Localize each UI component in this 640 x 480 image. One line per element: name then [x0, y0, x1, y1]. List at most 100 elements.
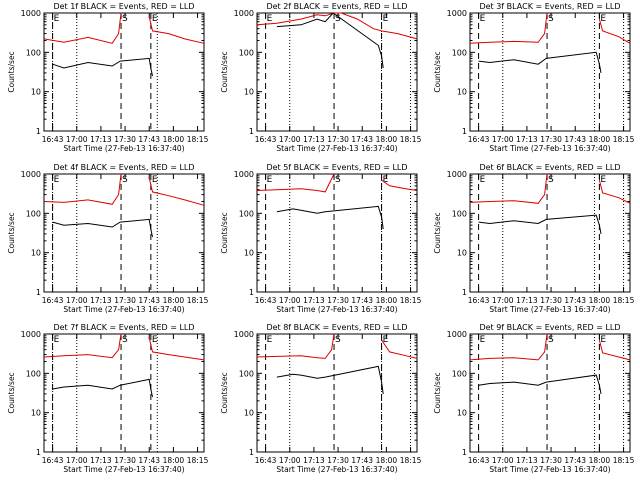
event-marker-label: E — [267, 14, 273, 24]
panel-5f: 1 10 100 1000 Counts/sec 16:43 17:00 17:13 17:30… — [220, 163, 422, 314]
x-tick-label: 16:43 — [255, 135, 277, 144]
x-axis-label: Start Time (27-Feb-13 16:37:40) — [63, 144, 184, 153]
event-marker-label: E — [600, 335, 606, 345]
y-tick-label: 10 — [31, 249, 41, 258]
x-axis-label: Start Time (27-Feb-13 16:37:40) — [489, 465, 610, 474]
x-tick-label: 17:00 — [492, 296, 514, 305]
y-axis-label: Counts/sec — [433, 212, 442, 253]
x-tick-label: 16:43 — [42, 296, 64, 305]
series-line-events — [52, 57, 153, 77]
series-line-events — [276, 12, 384, 69]
y-tick-label: 100 — [26, 369, 41, 378]
event-marker-label: S — [335, 14, 341, 24]
y-tick-label: 10 — [244, 409, 254, 418]
y-axis-label: Counts/sec — [7, 212, 16, 253]
plot-frame — [469, 12, 631, 132]
x-tick-label: 16:43 — [255, 296, 277, 305]
x-axis-label: Start Time (27-Feb-13 16:37:40) — [276, 144, 397, 153]
x-tick-label: 17:30 — [114, 296, 136, 305]
x-tick-label: 17:30 — [327, 296, 349, 305]
x-tick-label: 17:30 — [114, 456, 136, 465]
x-tick-label: 17:00 — [66, 296, 88, 305]
event-marker-label: E — [54, 335, 60, 345]
event-marker-label: E — [152, 335, 158, 345]
x-tick-label: 17:13 — [90, 135, 112, 144]
panel-title: Det 4f BLACK = Events, RED = LLD — [53, 163, 194, 172]
x-tick-label: 17:13 — [303, 296, 325, 305]
x-axis-label: Start Time (27-Feb-13 16:37:40) — [489, 305, 610, 314]
panel-1f: 1 10 100 1000 Counts/sec 16:43 17:00 17:13 17:30… — [7, 2, 209, 153]
x-tick-label: 17:43 — [138, 135, 160, 144]
y-tick-label: 1000 — [234, 330, 254, 339]
x-tick-label: 18:15 — [400, 456, 422, 465]
x-tick-label: 18:15 — [613, 135, 635, 144]
y-tick-label: 1000 — [447, 9, 467, 18]
x-tick-label: 17:43 — [138, 296, 160, 305]
event-marker-label: E — [152, 14, 158, 24]
x-tick-label: 18:15 — [400, 135, 422, 144]
x-tick-label: 17:13 — [90, 296, 112, 305]
event-marker-label: S — [548, 14, 554, 24]
x-tick-label: 17:13 — [303, 456, 325, 465]
series-line-events — [276, 365, 384, 394]
x-tick-label: 17:00 — [279, 296, 301, 305]
x-tick-label: 16:43 — [468, 135, 490, 144]
series-line-lld — [469, 333, 631, 361]
x-tick-label: 16:43 — [468, 456, 490, 465]
panel-title: Det 5f BLACK = Events, RED = LLD — [266, 163, 407, 172]
x-tick-label: 17:43 — [138, 456, 160, 465]
event-marker-label: S — [548, 335, 554, 345]
x-tick-label: 17:43 — [351, 296, 373, 305]
y-tick-label: 1000 — [234, 170, 254, 179]
y-tick-label: 100 — [239, 48, 254, 57]
panel-2f: 1 10 100 1000 Counts/sec 16:43 17:00 17:13 17:30… — [220, 2, 422, 153]
event-marker-label: E — [480, 335, 486, 345]
x-tick-label: 17:30 — [327, 135, 349, 144]
y-axis-label: Counts/sec — [7, 372, 16, 413]
panel-4f: 1 10 100 1000 Counts/sec 16:43 17:00 17:13 17:30… — [7, 163, 209, 314]
plot-frame — [43, 333, 205, 453]
x-tick-label: 18:00 — [163, 296, 185, 305]
y-tick-label: 1000 — [21, 330, 41, 339]
x-tick-label: 18:00 — [589, 456, 611, 465]
panel-3f: 1 10 100 1000 Counts/sec 16:43 17:00 17:13 17:30… — [433, 2, 635, 153]
y-tick-label: 1 — [249, 127, 254, 136]
x-tick-label: 17:43 — [564, 456, 586, 465]
panel-title: Det 9f BLACK = Events, RED = LLD — [479, 323, 620, 332]
event-marker-label: E — [54, 175, 60, 185]
plot-frame — [256, 333, 418, 453]
y-axis-label: Counts/sec — [7, 51, 16, 92]
y-tick-label: 1000 — [447, 330, 467, 339]
x-tick-label: 17:00 — [279, 456, 301, 465]
series-line-events — [478, 51, 602, 73]
x-tick-label: 17:13 — [303, 135, 325, 144]
x-tick-label: 17:00 — [66, 456, 88, 465]
x-tick-label: 18:15 — [613, 296, 635, 305]
y-tick-label: 100 — [26, 48, 41, 57]
y-tick-label: 1 — [249, 448, 254, 457]
plot-frame — [43, 173, 205, 293]
series-line-lld — [43, 333, 205, 361]
series-line-lld — [256, 333, 418, 359]
panel-title: Det 3f BLACK = Events, RED = LLD — [479, 2, 620, 11]
event-marker-label: E — [600, 14, 606, 24]
x-tick-label: 18:00 — [163, 456, 185, 465]
series-line-lld — [256, 173, 418, 193]
event-marker-label: E — [152, 175, 158, 185]
event-marker-label: S — [122, 335, 128, 345]
y-tick-label: 10 — [31, 88, 41, 97]
x-axis-label: Start Time (27-Feb-13 16:37:40) — [276, 305, 397, 314]
x-axis-label: Start Time (27-Feb-13 16:37:40) — [63, 465, 184, 474]
y-tick-label: 1 — [36, 127, 41, 136]
series-line-lld — [43, 173, 205, 206]
x-tick-label: 17:43 — [564, 135, 586, 144]
event-marker-label: E — [600, 175, 606, 185]
y-tick-label: 100 — [239, 209, 254, 218]
panel-title: Det 7f BLACK = Events, RED = LLD — [53, 323, 194, 332]
x-tick-label: 18:15 — [187, 135, 209, 144]
x-axis-label: Start Time (27-Feb-13 16:37:40) — [276, 465, 397, 474]
y-tick-label: 1 — [462, 448, 467, 457]
y-tick-label: 1 — [36, 448, 41, 457]
series-line-lld — [256, 12, 418, 40]
